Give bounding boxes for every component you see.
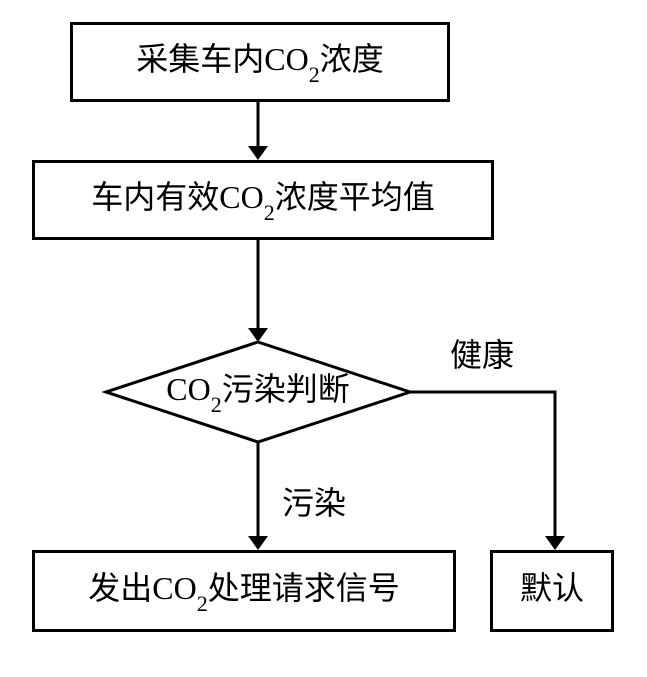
node-collect-co2-label: 采集车内CO2浓度 — [136, 40, 383, 84]
node-average-co2: 车内有效CO2浓度平均值 — [32, 160, 494, 240]
node-request-signal: 发出CO2处理请求信号 — [32, 550, 456, 632]
node-average-co2-label: 车内有效CO2浓度平均值 — [91, 178, 434, 222]
node-default-label: 默认 — [520, 569, 584, 613]
node-pollution-decision-label: CO2污染判断 — [166, 370, 349, 414]
edge-label-healthy: 健康 — [450, 330, 514, 376]
node-pollution-decision: CO2污染判断 — [106, 342, 410, 442]
flowchart-canvas: 采集车内CO2浓度 车内有效CO2浓度平均值 CO2污染判断 发出CO2处理请求… — [0, 0, 647, 677]
edge-label-polluted: 污染 — [282, 478, 346, 524]
arrow-n3-n4 — [248, 536, 268, 550]
node-default: 默认 — [490, 550, 614, 632]
arrow-n3-n5 — [545, 536, 565, 550]
arrow-n1-n2 — [248, 146, 268, 160]
edge-n3-n5 — [410, 392, 555, 538]
arrow-n2-n3 — [248, 328, 268, 342]
node-request-signal-label: 发出CO2处理请求信号 — [88, 569, 399, 613]
node-collect-co2: 采集车内CO2浓度 — [70, 22, 450, 102]
